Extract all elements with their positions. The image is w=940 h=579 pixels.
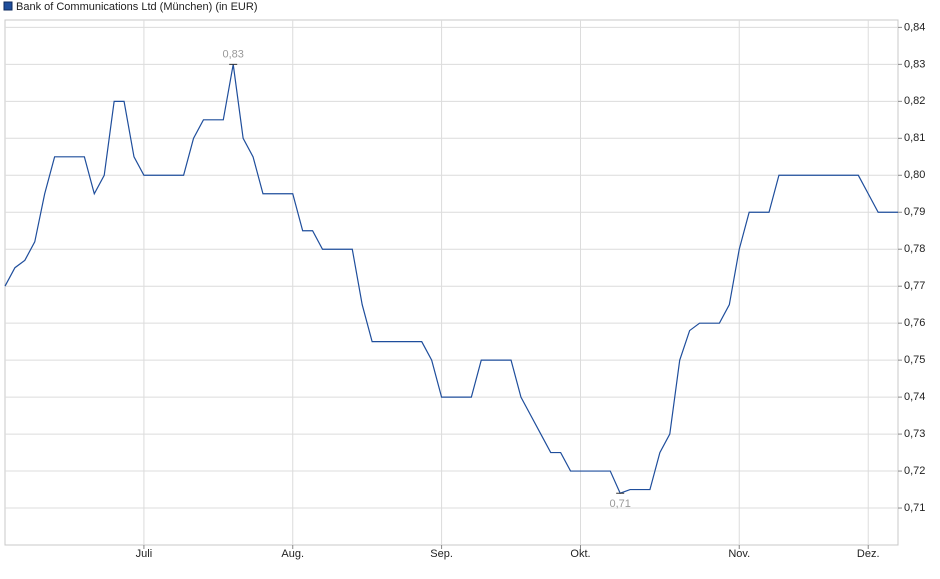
y-tick-label: 0,76: [904, 317, 925, 329]
x-tick-label: Sep.: [430, 548, 453, 560]
y-tick-label: 0,74: [904, 391, 925, 403]
y-tick-label: 0,80: [904, 169, 925, 181]
y-tick-label: 0,78: [904, 243, 925, 255]
price-line: [4, 64, 898, 494]
y-tick-label: 0,75: [904, 354, 925, 366]
y-tick-label: 0,81: [904, 132, 925, 144]
x-tick-label: Aug.: [281, 548, 304, 560]
value-label: 0,71: [609, 498, 630, 510]
y-tick-label: 0,84: [904, 21, 925, 33]
y-tick-label: 0,79: [904, 206, 925, 218]
value-label: 0,83: [223, 48, 244, 60]
y-tick-label: 0,77: [904, 280, 925, 292]
x-tick-label: Juli: [136, 548, 153, 560]
x-tick-label: Okt.: [570, 548, 590, 560]
y-tick-label: 0,73: [904, 428, 925, 440]
y-tick-label: 0,82: [904, 95, 925, 107]
x-tick-label: Dez.: [857, 548, 880, 560]
y-tick-label: 0,72: [904, 465, 925, 477]
plot-frame: [4, 19, 899, 546]
legend-swatch: [3, 1, 13, 11]
chart-title: Bank of Communications Ltd (München) (in…: [16, 1, 257, 13]
y-tick-label: 0,71: [904, 502, 925, 514]
y-tick-label: 0,83: [904, 58, 925, 70]
x-tick-label: Nov.: [728, 548, 750, 560]
